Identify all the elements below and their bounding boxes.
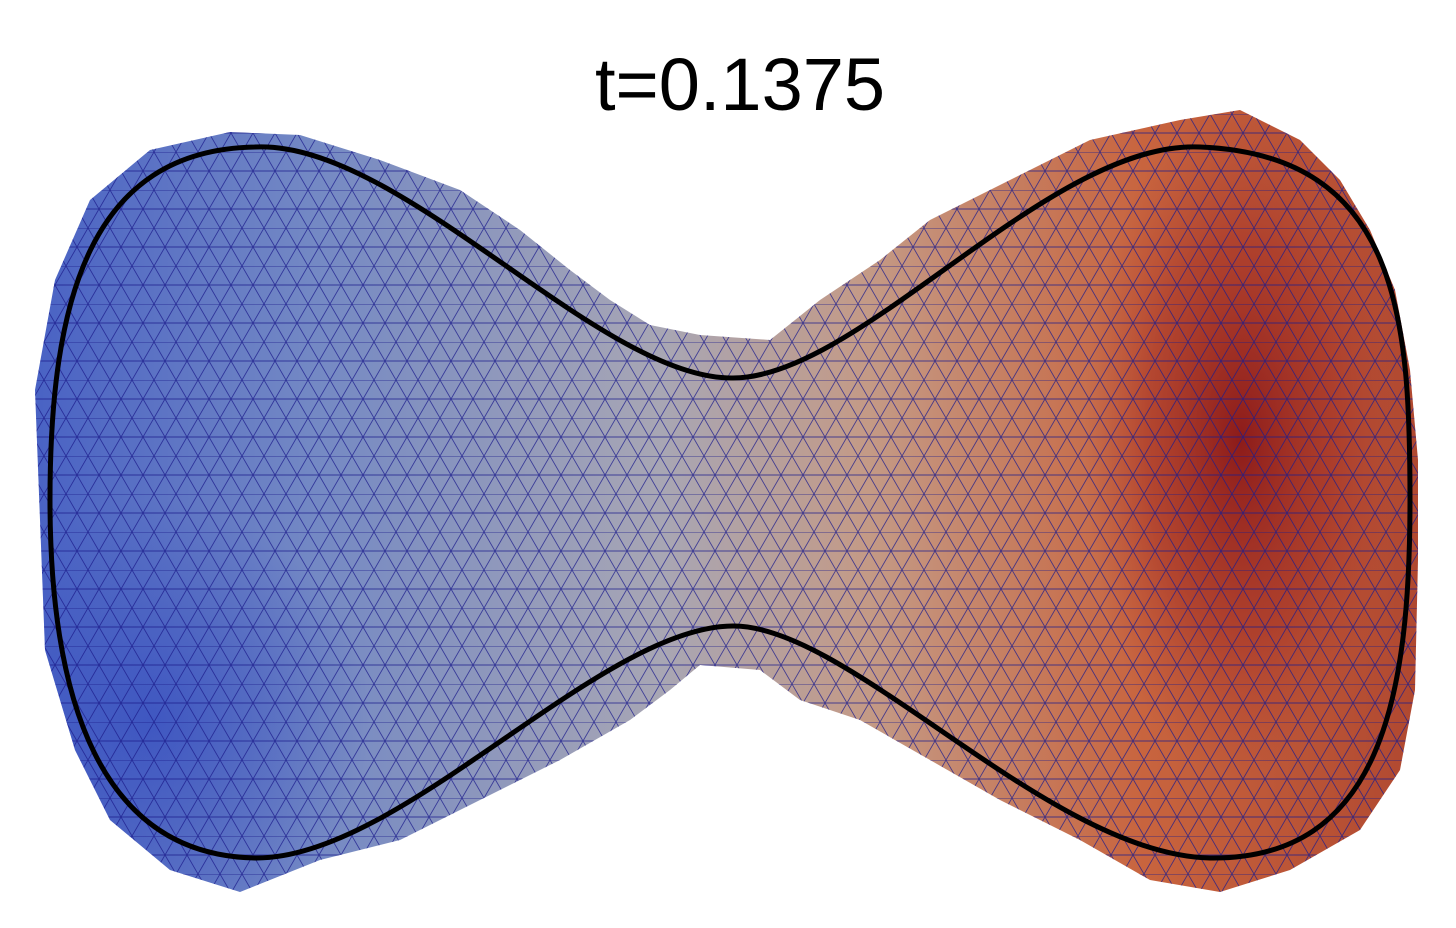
mesh-lines <box>35 110 1418 892</box>
interface-contour <box>47 144 1413 861</box>
mesh-domain <box>35 110 1418 892</box>
time-label: t=0.1375 <box>595 43 885 126</box>
